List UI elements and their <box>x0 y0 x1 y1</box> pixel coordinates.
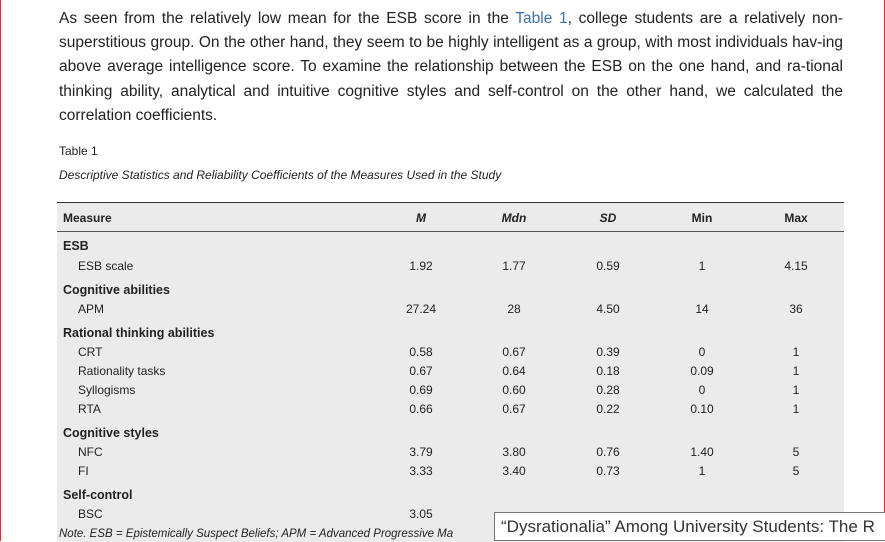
cell-max: 1 <box>792 345 800 359</box>
cell-mean: 0.67 <box>409 364 433 378</box>
table-row: Rationality tasks 0.67 0.64 0.18 0.09 1 <box>57 364 844 383</box>
cell-sd: 0.22 <box>596 402 620 416</box>
cell-max: 36 <box>789 302 803 316</box>
cell-median: 3.40 <box>502 464 526 478</box>
frame-border-left <box>0 0 1 541</box>
cell-sd: 0.18 <box>596 364 620 378</box>
table-row: NFC 3.79 3.80 0.76 1.40 5 <box>57 445 844 464</box>
cell-mean: 27.24 <box>405 302 437 316</box>
measure-label: RTA <box>78 402 101 416</box>
cell-median: 0.67 <box>502 402 526 416</box>
cell-min: 1 <box>698 464 706 478</box>
cell-sd: 0.59 <box>596 259 620 273</box>
group-row: Cognitive styles <box>57 426 844 445</box>
cell-mean: 0.66 <box>409 402 433 416</box>
cell-max: 1 <box>792 383 800 397</box>
table-row: ESB scale 1.92 1.77 0.59 1 4.15 <box>57 259 844 278</box>
cell-sd: 4.50 <box>596 302 620 316</box>
measure-label: ESB scale <box>78 259 134 273</box>
group-label: Cognitive styles <box>63 426 159 440</box>
cell-median: 3.80 <box>502 445 526 459</box>
table-row: Syllogisms 0.69 0.60 0.28 0 1 <box>57 383 844 402</box>
cell-mean: 0.69 <box>409 383 433 397</box>
table-row: FI 3.33 3.40 0.73 1 5 <box>57 464 844 483</box>
cell-median: 0.67 <box>502 345 526 359</box>
cell-sd: 0.28 <box>596 383 620 397</box>
cell-sd: 0.76 <box>596 445 620 459</box>
cell-min: 1 <box>698 259 706 273</box>
cell-mean: 3.05 <box>409 507 433 521</box>
table-caption: Descriptive Statistics and Reliability C… <box>59 168 502 182</box>
header-mean: M <box>416 211 426 225</box>
cell-max: 5 <box>792 464 800 478</box>
cell-max: 1 <box>792 402 800 416</box>
group-label: ESB <box>63 239 89 253</box>
cell-mean: 3.79 <box>409 445 433 459</box>
cell-min: 0.09 <box>690 364 714 378</box>
measure-label: CRT <box>78 345 103 359</box>
cell-median: 28 <box>507 302 521 316</box>
cell-min: 14 <box>695 302 709 316</box>
cell-mean: 0.58 <box>409 345 433 359</box>
group-row: Cognitive abilities <box>57 283 844 302</box>
paragraph-text-rest: , college students are a relatively non-… <box>59 10 843 124</box>
cell-min: 0 <box>698 383 706 397</box>
table-row: BSC 3.05 <box>57 507 844 526</box>
cell-median: 0.64 <box>502 364 526 378</box>
measure-label: FI <box>78 464 89 478</box>
cell-max: 5 <box>792 445 800 459</box>
body-paragraph: As seen from the relatively low mean for… <box>59 7 843 128</box>
group-row: Rational thinking abilities <box>57 326 844 345</box>
measure-label: APM <box>78 302 105 316</box>
cell-max: 1 <box>792 364 800 378</box>
cell-median: 0.60 <box>502 383 526 397</box>
header-max: Max <box>784 211 808 225</box>
statistics-table: Measure M Mdn SD Min Max ESB ESB scale 1… <box>57 202 844 542</box>
cell-max: 4.15 <box>784 259 808 273</box>
measure-label: BSC <box>78 507 103 521</box>
header-min: Min <box>691 211 713 225</box>
group-row: Self-control <box>57 488 844 507</box>
cell-median: 1.77 <box>502 259 526 273</box>
group-label: Cognitive abilities <box>63 283 170 297</box>
cell-min: 0.10 <box>690 402 714 416</box>
cell-sd: 0.73 <box>596 464 620 478</box>
cell-mean: 3.33 <box>409 464 433 478</box>
table-1-link[interactable]: Table 1 <box>515 10 568 27</box>
table-header-row: Measure M Mdn SD Min Max <box>57 203 844 232</box>
group-row: ESB <box>57 239 844 258</box>
measure-label: Rationality tasks <box>78 364 166 378</box>
table-label: Table 1 <box>59 144 98 158</box>
group-label: Rational thinking abilities <box>63 326 215 340</box>
cell-sd: 0.39 <box>596 345 620 359</box>
table-row: RTA 0.66 0.67 0.22 0.10 1 <box>57 402 844 421</box>
header-sd: SD <box>599 211 617 225</box>
header-measure: Measure <box>63 211 112 225</box>
cell-min: 0 <box>698 345 706 359</box>
cell-min: 1.40 <box>690 445 714 459</box>
cell-mean: 1.92 <box>409 259 433 273</box>
table-row: APM 27.24 28 4.50 14 36 <box>57 302 844 321</box>
table-row: CRT 0.58 0.67 0.39 0 1 <box>57 345 844 364</box>
group-label: Self-control <box>63 488 133 502</box>
paragraph-text-start: As seen from the relatively low mean for… <box>59 10 516 27</box>
header-median: Mdn <box>501 211 527 225</box>
table-note: Note. ESB = Epistemically Suspect Belief… <box>59 528 454 540</box>
measure-label: Syllogisms <box>78 383 136 397</box>
measure-label: NFC <box>78 445 103 459</box>
link-tooltip: “Dysrationalia” Among University Student… <box>494 512 885 541</box>
